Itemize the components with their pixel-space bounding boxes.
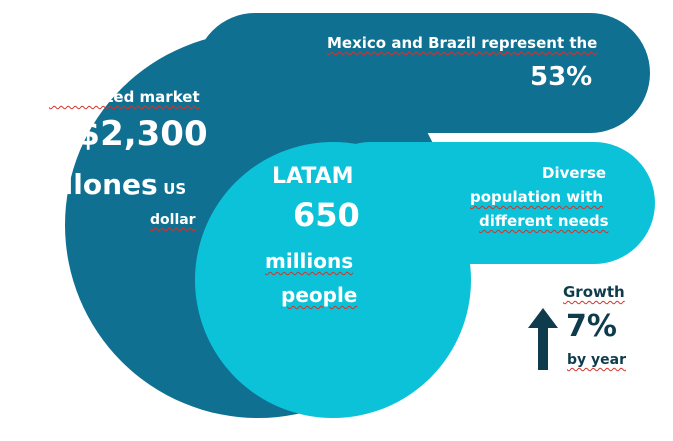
top-banner-pill xyxy=(195,13,650,133)
market-line1: Estimated market xyxy=(49,88,200,106)
diverse-pill xyxy=(310,142,655,264)
latam-number: 650 xyxy=(293,196,360,234)
growth-title: Growth xyxy=(563,283,625,301)
latam-title: LATAM xyxy=(272,164,354,189)
latam-line4: people xyxy=(281,283,358,307)
diverse-line1: Diverse xyxy=(542,164,607,182)
growth-suffix: by year xyxy=(567,352,626,368)
up-arrow-icon xyxy=(528,308,558,370)
market-billones: billones xyxy=(34,168,158,201)
top-banner-line1: Mexico and Brazil represent the xyxy=(327,34,598,52)
market-amount: $2,300 xyxy=(76,114,208,154)
market-us: US xyxy=(163,180,187,198)
top-banner-value: 53% xyxy=(530,62,593,92)
diverse-line2: population with xyxy=(470,188,604,206)
market-line2: in $2,300 xyxy=(55,114,208,154)
market-in: in xyxy=(55,125,71,143)
market-line3: billones US xyxy=(34,168,186,201)
diverse-line3: different needs xyxy=(479,212,609,230)
latam-line3: millions xyxy=(265,249,354,273)
market-line4: dollar xyxy=(150,212,196,228)
growth-value: 7% xyxy=(566,309,617,344)
